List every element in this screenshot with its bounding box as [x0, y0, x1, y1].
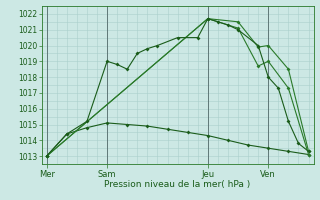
- X-axis label: Pression niveau de la mer( hPa ): Pression niveau de la mer( hPa ): [104, 180, 251, 189]
